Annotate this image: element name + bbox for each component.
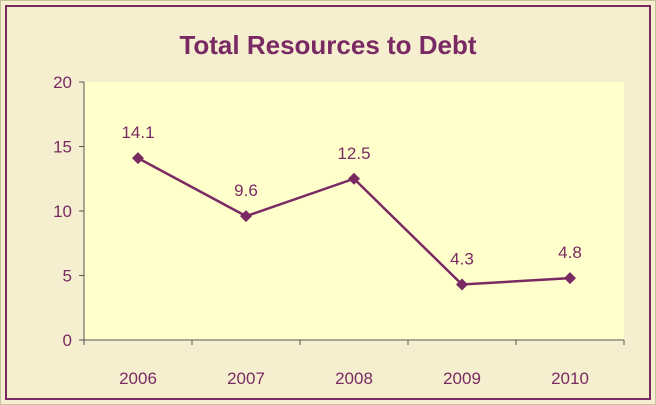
data-label: 9.6 <box>234 181 258 200</box>
plot-area <box>84 82 624 340</box>
y-tick-label: 20 <box>53 73 72 92</box>
x-tick-label: 2008 <box>335 369 373 388</box>
data-label: 4.8 <box>558 243 582 262</box>
data-point-marker <box>456 278 468 291</box>
y-tick-label: 10 <box>53 202 72 221</box>
x-tick-label: 2006 <box>119 369 157 388</box>
x-tick-label: 2009 <box>443 369 481 388</box>
data-label: 12.5 <box>337 144 370 163</box>
data-point-marker <box>348 172 360 185</box>
data-label: 4.3 <box>450 250 474 269</box>
data-point-marker <box>564 272 576 285</box>
x-tick-label: 2007 <box>227 369 265 388</box>
y-tick-label: 0 <box>63 331 72 350</box>
data-point-marker <box>132 152 144 165</box>
data-label: 14.1 <box>121 123 154 142</box>
chart-title: Total Resources to Debt <box>179 30 477 60</box>
y-tick-label: 5 <box>63 267 72 286</box>
x-tick-label: 2010 <box>551 369 589 388</box>
chart-border <box>5 5 651 400</box>
y-tick-label: 15 <box>53 138 72 157</box>
data-point-marker <box>240 210 252 223</box>
